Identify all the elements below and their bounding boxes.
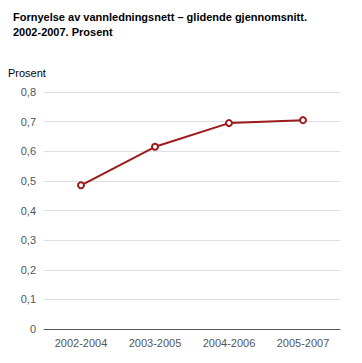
svg-text:2003-2005: 2003-2005	[129, 337, 182, 349]
svg-text:0,5: 0,5	[21, 175, 36, 187]
svg-text:2002-2004: 2002-2004	[55, 337, 108, 349]
svg-text:2002-2007. Prosent: 2002-2007. Prosent	[13, 26, 113, 38]
svg-text:0,8: 0,8	[21, 86, 36, 98]
svg-text:Prosent: Prosent	[8, 67, 46, 79]
svg-text:0,7: 0,7	[21, 116, 36, 128]
svg-text:0,3: 0,3	[21, 234, 36, 246]
svg-text:0,6: 0,6	[21, 145, 36, 157]
svg-text:0,4: 0,4	[21, 205, 36, 217]
svg-text:Fornyelse av vannledningsnett: Fornyelse av vannledningsnett – glidende…	[13, 11, 307, 23]
svg-text:0,1: 0,1	[21, 293, 36, 305]
svg-text:2005-2007: 2005-2007	[277, 337, 330, 349]
svg-text:2004-2006: 2004-2006	[203, 337, 256, 349]
svg-text:0,2: 0,2	[21, 264, 36, 276]
svg-text:0: 0	[30, 323, 36, 335]
